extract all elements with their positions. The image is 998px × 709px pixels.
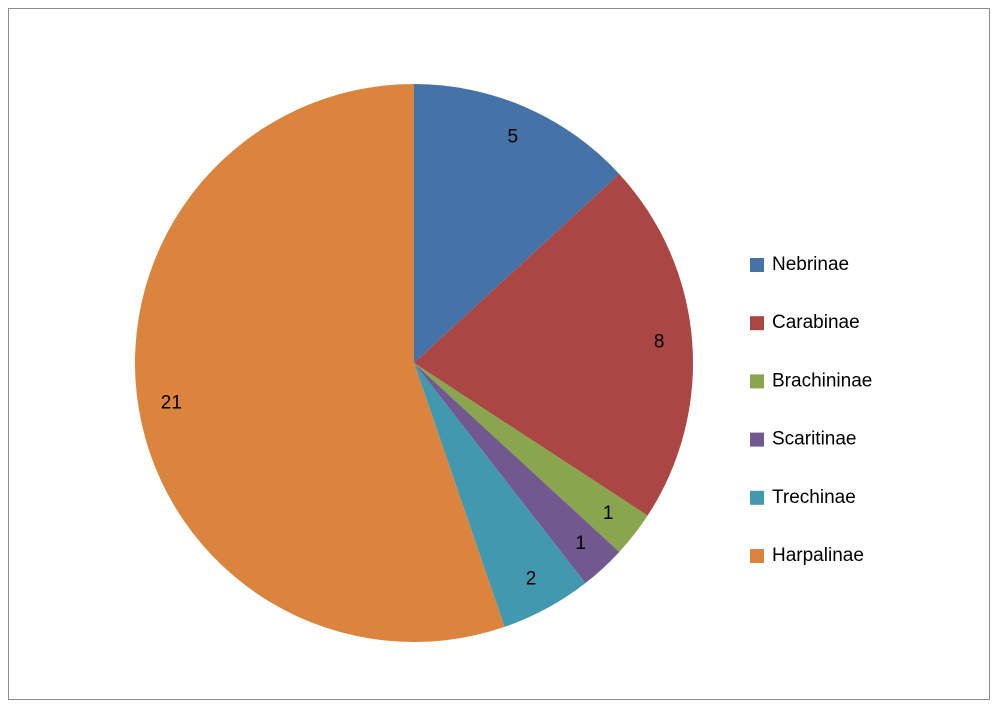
legend-label: Harpalinae — [772, 545, 864, 566]
pie-slice — [414, 363, 586, 627]
data-label: 8 — [654, 332, 665, 353]
data-label: 21 — [161, 393, 182, 414]
legend-label: Scaritinae — [772, 429, 857, 450]
pie-slice — [414, 84, 620, 363]
pie-slice — [414, 174, 693, 516]
legend-label: Nebrinae — [772, 254, 849, 275]
legend-label: Carabinae — [772, 312, 860, 333]
legend-swatch — [750, 374, 764, 389]
legend-swatch — [750, 490, 764, 505]
legend-label: Trechinae — [772, 487, 856, 508]
data-label: 1 — [575, 533, 586, 554]
legend-swatch — [750, 258, 764, 272]
pie-slice — [414, 363, 620, 584]
legend-swatch — [750, 316, 764, 331]
legend-swatch — [750, 549, 764, 563]
legend-label: Brachininae — [772, 370, 872, 391]
legend-swatch — [750, 432, 764, 447]
data-label: 1 — [603, 503, 614, 524]
pie-slice — [414, 363, 648, 552]
data-label: 5 — [508, 127, 519, 148]
data-label: 2 — [526, 568, 537, 589]
pie-slice — [135, 84, 505, 642]
